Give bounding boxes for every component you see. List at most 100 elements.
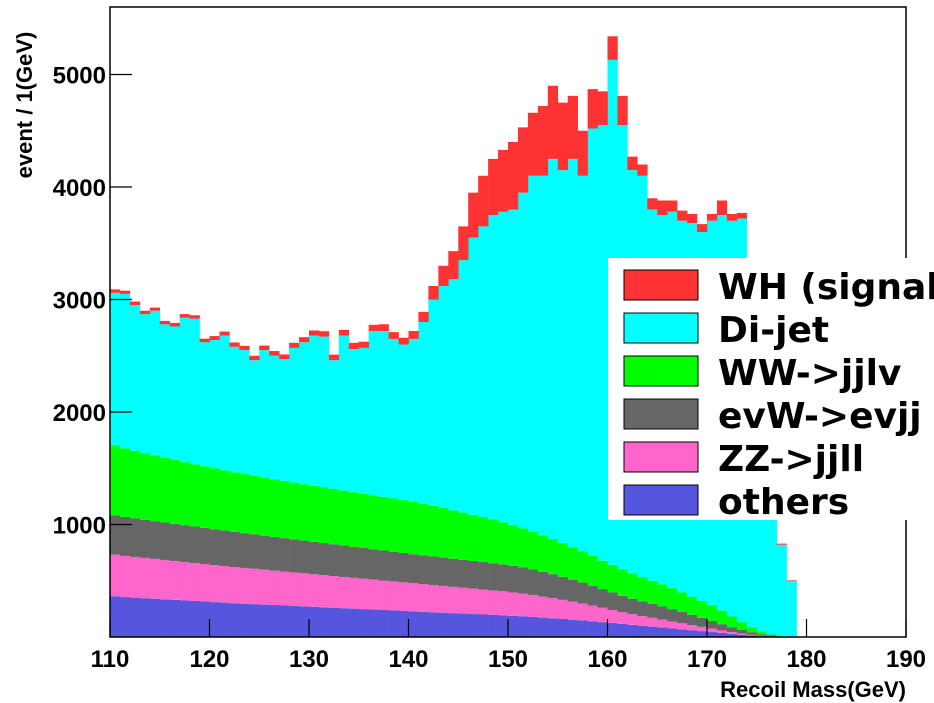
bar-segment — [657, 200, 668, 216]
bar-segment — [537, 571, 549, 597]
bar-segment — [159, 522, 170, 560]
bar-segment — [657, 627, 668, 637]
bar-segment — [667, 609, 678, 622]
bar-segment — [687, 630, 698, 637]
bar-segment — [209, 340, 220, 469]
bar-segment — [328, 576, 340, 608]
bar-segment — [110, 289, 121, 293]
bar-segment — [318, 607, 330, 637]
bar-segment — [318, 487, 330, 544]
bar-segment — [119, 448, 131, 517]
bar-segment — [129, 450, 141, 519]
bar-segment — [289, 482, 300, 540]
y-axis-title: event / 1(GeV) — [12, 32, 37, 179]
bar-segment — [697, 224, 708, 232]
bar-segment — [428, 556, 439, 586]
bar-segment — [577, 551, 588, 583]
bar-segment — [279, 538, 290, 572]
legend-swatch — [623, 484, 699, 516]
bar-segment — [279, 359, 290, 481]
bar-segment — [547, 158, 559, 540]
bar-segment — [279, 354, 290, 360]
bar-segment — [527, 569, 539, 595]
bar-segment — [169, 322, 180, 327]
bar-segment — [398, 610, 409, 637]
bar-segment — [348, 546, 360, 578]
bar-segment — [368, 324, 379, 331]
bar-segment — [597, 607, 608, 623]
bar-segment — [517, 593, 529, 617]
bar-segment — [627, 156, 638, 171]
bar-segment — [697, 601, 708, 618]
bar-segment — [577, 130, 588, 176]
bar-segment — [189, 318, 200, 465]
bar-segment — [517, 127, 529, 193]
bar-segment — [209, 529, 220, 565]
bar-segment — [249, 534, 260, 569]
bar-segment — [318, 331, 330, 337]
bar-segment — [498, 564, 509, 592]
legend-label: Di-jet — [718, 310, 829, 351]
bar-segment — [527, 175, 539, 532]
bar-segment — [597, 560, 608, 590]
legend-swatch — [623, 269, 699, 301]
bar-segment — [318, 336, 330, 488]
bar-segment — [328, 360, 340, 490]
bar-segment — [408, 554, 419, 584]
bar-segment — [438, 557, 449, 586]
y-tick-label: 1000 — [53, 513, 106, 540]
legend-label: WW->jjlv — [718, 353, 901, 394]
bar-segment — [418, 584, 429, 612]
bar-segment — [129, 301, 141, 306]
bar-segment — [239, 603, 250, 637]
bar-segment — [219, 530, 230, 567]
bar-segment — [428, 286, 439, 300]
bar-segment — [557, 576, 568, 600]
bar-segment — [478, 517, 489, 563]
bar-segment — [448, 558, 459, 587]
bar-segment — [726, 633, 738, 637]
bar-segment — [149, 598, 161, 637]
bar-segment — [458, 613, 469, 637]
bar-segment — [508, 615, 519, 637]
bar-segment — [577, 620, 588, 637]
legend-label: evW->evjj — [718, 396, 922, 437]
bar-segment — [408, 583, 419, 612]
bar-segment — [567, 158, 578, 548]
bar-segment — [438, 612, 449, 637]
bar-segment — [398, 337, 409, 345]
bar-segment — [607, 623, 618, 637]
bar-segment — [139, 519, 151, 558]
bar-segment — [328, 489, 340, 545]
bar-segment — [338, 335, 350, 491]
bar-segment — [110, 596, 121, 637]
bar-segment — [309, 485, 320, 542]
bar-segment — [269, 351, 280, 356]
bar-segment — [358, 578, 369, 610]
bar-segment — [458, 512, 469, 560]
bar-segment — [448, 510, 459, 559]
bar-segment — [508, 525, 519, 566]
bar-segment — [149, 455, 161, 522]
bar-segment — [199, 342, 210, 467]
bar-segment — [159, 559, 170, 600]
bar-segment — [269, 355, 280, 480]
bar-segment — [348, 349, 360, 493]
bar-segment — [388, 581, 399, 611]
bar-segment — [119, 293, 131, 449]
bar-segment — [587, 621, 598, 637]
bar-segment — [378, 580, 389, 610]
bar-segment — [219, 331, 230, 336]
bar-segment — [677, 629, 688, 637]
bar-segment — [607, 564, 618, 593]
bar-segment — [299, 540, 310, 574]
bar-segment — [438, 585, 449, 613]
bar-segment — [110, 445, 121, 516]
bar-segment — [716, 200, 728, 216]
bar-segment — [249, 355, 260, 361]
bar-segment — [657, 606, 668, 620]
bar-segment — [647, 198, 658, 210]
bar-segment — [687, 614, 698, 626]
x-tick-label: 190 — [886, 646, 926, 673]
bar-segment — [736, 633, 748, 635]
